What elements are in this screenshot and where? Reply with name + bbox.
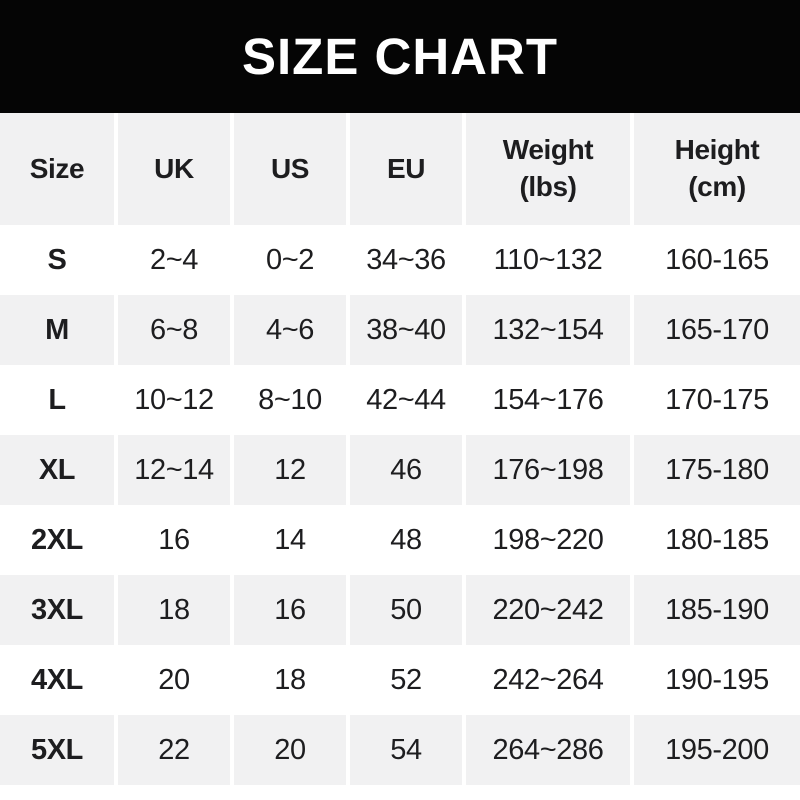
table-cell: 4~6 — [230, 295, 348, 365]
table-cell: 2~4 — [114, 225, 232, 295]
table-cell: 5XL — [31, 733, 83, 766]
table-cell: 8~10 — [230, 365, 348, 435]
column-header-label: Height — [674, 134, 760, 166]
table-cell: 6~8 — [114, 295, 232, 365]
table-cell: 4XL — [31, 663, 83, 696]
table-cell: 46 — [346, 435, 464, 505]
table-row-2xl: 2XL 16 14 48 198~220 180-185 — [0, 505, 800, 575]
table-cell: 175-180 — [630, 435, 800, 505]
table-cell: L — [48, 383, 66, 416]
table-cell: 110~132 — [462, 225, 632, 295]
table-header-row: Size UK US EU Weight (lbs) Height (cm) — [0, 113, 800, 225]
table-cell: 185-190 — [630, 575, 800, 645]
table-cell: 16 — [114, 505, 232, 575]
table-cell: 38~40 — [346, 295, 464, 365]
table-cell: 0~2 — [230, 225, 348, 295]
column-header-label: UK — [154, 152, 194, 184]
table-row-xl: XL 12~14 12 46 176~198 175-180 — [0, 435, 800, 505]
table-cell: 2XL — [31, 523, 83, 556]
column-header-label: EU — [386, 152, 426, 184]
table-row-s: S 2~4 0~2 34~36 110~132 160-165 — [0, 225, 800, 295]
column-header-label: US — [270, 152, 310, 184]
table-cell: 34~36 — [346, 225, 464, 295]
table-cell: 54 — [346, 715, 464, 785]
table-cell: 20 — [114, 645, 232, 715]
table-cell: 50 — [346, 575, 464, 645]
table-cell: 14 — [230, 505, 348, 575]
table-cell: 12~14 — [114, 435, 232, 505]
table-cell: 42~44 — [346, 365, 464, 435]
table-cell: 264~286 — [462, 715, 632, 785]
table-cell: 132~154 — [462, 295, 632, 365]
table-cell: 195-200 — [630, 715, 800, 785]
table-row-l: L 10~12 8~10 42~44 154~176 170-175 — [0, 365, 800, 435]
table-cell: 12 — [230, 435, 348, 505]
page-title: SIZE CHART — [242, 28, 558, 85]
table-cell: 176~198 — [462, 435, 632, 505]
table-cell: 190-195 — [630, 645, 800, 715]
table-cell: XL — [38, 453, 76, 486]
table-row-3xl: 3XL 18 16 50 220~242 185-190 — [0, 575, 800, 645]
table-cell: 180-185 — [630, 505, 800, 575]
table-cell: 52 — [346, 645, 464, 715]
column-header-sub: (lbs) — [519, 171, 577, 202]
column-header-weight: Weight (lbs) — [462, 113, 632, 225]
column-header-height: Height (cm) — [630, 113, 800, 225]
table-cell: 18 — [230, 645, 348, 715]
size-chart-table: Size UK US EU Weight (lbs) Height (cm) — [0, 113, 800, 785]
table-row-5xl: 5XL 22 20 54 264~286 195-200 — [0, 715, 800, 785]
column-header-label: Size — [29, 152, 85, 184]
table-row-4xl: 4XL 20 18 52 242~264 190-195 — [0, 645, 800, 715]
title-banner: SIZE CHART — [0, 0, 800, 113]
table-cell: 170-175 — [630, 365, 800, 435]
table-cell: S — [47, 243, 67, 276]
table-cell: 16 — [230, 575, 348, 645]
table-cell: 154~176 — [462, 365, 632, 435]
table-cell: M — [45, 313, 69, 346]
column-header-size: Size — [0, 113, 116, 225]
table-cell: 198~220 — [462, 505, 632, 575]
column-header-label: Weight — [502, 134, 594, 166]
table-cell: 220~242 — [462, 575, 632, 645]
table-cell: 242~264 — [462, 645, 632, 715]
table-cell: 20 — [230, 715, 348, 785]
table-cell: 18 — [114, 575, 232, 645]
table-cell: 160-165 — [630, 225, 800, 295]
table-cell: 165-170 — [630, 295, 800, 365]
column-header-sub: (cm) — [688, 171, 746, 202]
column-header-eu: EU — [346, 113, 464, 225]
table-row-m: M 6~8 4~6 38~40 132~154 165-170 — [0, 295, 800, 365]
column-header-us: US — [230, 113, 348, 225]
table-cell: 3XL — [31, 593, 83, 626]
column-header-uk: UK — [114, 113, 232, 225]
table-cell: 10~12 — [114, 365, 232, 435]
table-cell: 48 — [346, 505, 464, 575]
table-cell: 22 — [114, 715, 232, 785]
